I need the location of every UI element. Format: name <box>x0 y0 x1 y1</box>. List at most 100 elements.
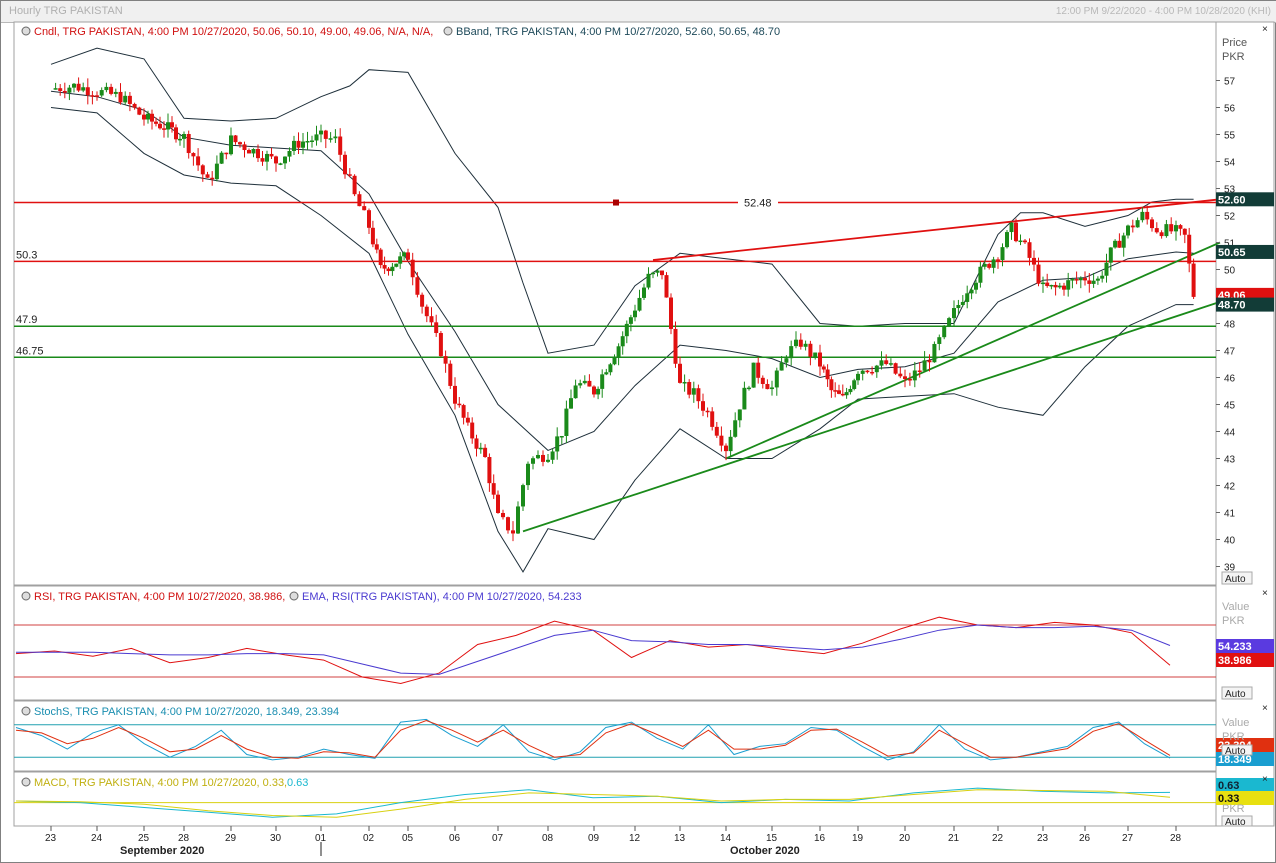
candle <box>922 360 927 371</box>
candle <box>265 153 269 162</box>
candle <box>95 95 99 97</box>
trendline <box>652 198 1221 261</box>
macd-series-line <box>15 789 1171 818</box>
stoch-axis-unit: PKR <box>1222 731 1245 743</box>
candle <box>592 386 596 395</box>
legend-toggle-icon[interactable] <box>443 26 453 36</box>
macd-auto-button[interactable] <box>1221 815 1253 827</box>
stoch-series-line <box>15 719 1171 759</box>
candle <box>756 362 761 378</box>
value-tag <box>1216 639 1274 653</box>
candle <box>402 252 407 257</box>
value-tag-label: 52.60 <box>1218 194 1246 206</box>
candle <box>701 401 705 411</box>
value-tag-label: 48.70 <box>1218 300 1246 312</box>
legend-toggle-icon[interactable] <box>289 591 299 601</box>
candle <box>600 374 605 389</box>
stoch-auto-label: Auto <box>1225 746 1246 757</box>
candle <box>319 130 323 135</box>
price-auto-button[interactable] <box>1221 571 1253 585</box>
legend-toggle-icon[interactable] <box>21 706 31 716</box>
candle <box>969 289 974 294</box>
candle <box>604 372 609 375</box>
candle <box>760 377 765 384</box>
candle <box>1049 284 1054 287</box>
candle <box>367 210 371 228</box>
price-tick-label: 55 <box>1224 131 1236 142</box>
close-icon[interactable]: × <box>1262 774 1268 785</box>
candle <box>669 297 673 329</box>
rsi-auto-button[interactable] <box>1221 686 1253 700</box>
trendline <box>725 241 1221 460</box>
candle <box>874 365 879 373</box>
price-tick-label: 41 <box>1224 509 1236 520</box>
candle <box>410 259 415 278</box>
candle <box>917 370 922 373</box>
stoch-auto-button[interactable] <box>1221 744 1253 756</box>
candle <box>794 339 798 347</box>
close-icon[interactable]: × <box>1262 24 1268 35</box>
candle <box>942 325 947 338</box>
candle <box>406 252 410 260</box>
bband-legend: BBand, TRG PAKISTAN, 4:00 PM 10/27/2020,… <box>456 26 780 38</box>
candle <box>1104 262 1109 276</box>
candle <box>420 294 425 307</box>
candle <box>1159 232 1164 237</box>
price-axis-unit: PKR <box>1222 51 1245 63</box>
candle <box>624 323 629 337</box>
candle <box>398 256 403 264</box>
price-tick-label: 51 <box>1224 239 1236 250</box>
price-tick-label: 48 <box>1224 320 1236 331</box>
candle <box>879 360 884 366</box>
candle <box>210 177 215 180</box>
candle <box>448 363 453 386</box>
candle <box>765 383 770 390</box>
candle <box>893 363 898 374</box>
stoch-pane[interactable] <box>13 700 1217 772</box>
candle <box>67 87 72 93</box>
window-title: Hourly TRG PAKISTAN <box>9 5 123 17</box>
value-tag-label: 0.63 <box>1218 780 1239 792</box>
legend-toggle-icon[interactable] <box>21 591 31 601</box>
candle <box>1100 275 1105 279</box>
candle <box>205 174 210 178</box>
macd-pane[interactable] <box>13 771 1217 827</box>
price-tick-label: 44 <box>1224 428 1236 439</box>
value-tag <box>1216 192 1274 207</box>
candle <box>343 154 347 175</box>
candle <box>844 392 849 396</box>
value-tag <box>1216 297 1274 312</box>
close-icon[interactable]: × <box>1262 588 1268 599</box>
candle <box>99 90 104 96</box>
rsi-pane[interactable] <box>13 585 1217 701</box>
candle <box>516 506 520 534</box>
legend-toggle-icon[interactable] <box>21 777 31 787</box>
x-tick-label: 25 <box>138 833 150 844</box>
candle <box>596 388 601 395</box>
close-icon[interactable]: × <box>1262 703 1268 714</box>
value-tag <box>1216 653 1274 667</box>
candle <box>774 370 779 388</box>
candle <box>803 343 808 347</box>
candle <box>678 363 682 383</box>
candle <box>840 393 845 396</box>
candle <box>1087 280 1092 284</box>
candle <box>1187 234 1192 264</box>
rsi-axis-unit: PKR <box>1222 615 1245 627</box>
candle <box>1178 225 1183 229</box>
price-pane[interactable] <box>13 21 1217 586</box>
candle <box>90 95 95 97</box>
legend-toggle-icon[interactable] <box>21 26 31 36</box>
level-label-bg <box>738 195 778 209</box>
x-tick-label: 13 <box>674 833 686 844</box>
candle <box>1041 282 1045 285</box>
candle <box>651 272 655 275</box>
candle <box>587 380 592 387</box>
macd-series-line <box>15 787 1171 818</box>
candle <box>104 86 109 91</box>
candle <box>573 385 578 399</box>
x-tick-label: 12 <box>629 833 641 844</box>
candle <box>113 91 118 94</box>
candle <box>705 410 710 413</box>
